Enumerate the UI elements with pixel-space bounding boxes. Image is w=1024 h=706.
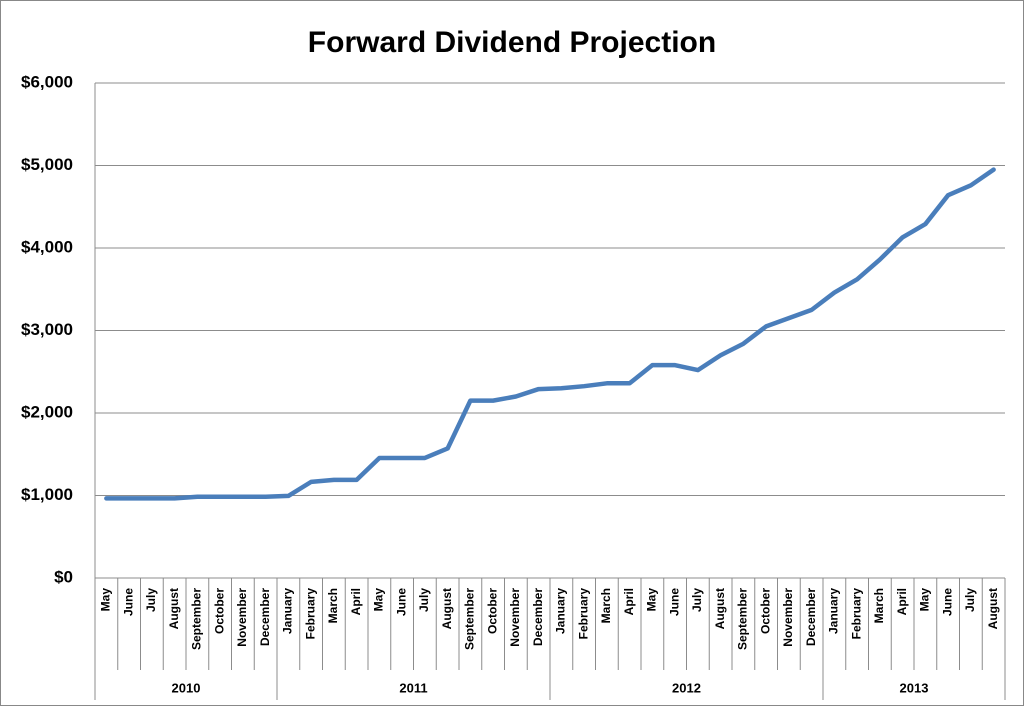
line <box>104 167 996 501</box>
y-tick-label: $6,000 <box>21 72 73 91</box>
x-tick-label: February <box>576 588 590 640</box>
x-tick-label: September <box>190 588 204 650</box>
x-tick-label: May <box>372 588 386 612</box>
x-tick-label: July <box>690 588 704 612</box>
x-tick-label: March <box>872 588 886 623</box>
x-tick-label: November <box>781 588 795 647</box>
x-tick-label: June <box>667 588 681 616</box>
x-tick-label: October <box>758 588 772 634</box>
x-tick-label: September <box>463 588 477 650</box>
x-tick-label: August <box>713 588 727 629</box>
y-tick-label: $0 <box>54 567 73 586</box>
x-tick-label: October <box>485 588 499 634</box>
x-tick-label: January <box>281 588 295 634</box>
x-tick-label: August <box>167 588 181 629</box>
x-tick-label: April <box>349 588 363 615</box>
x-tick-label: March <box>326 588 340 623</box>
x-tick-label: June <box>394 588 408 616</box>
x-tick-label: June <box>940 588 954 616</box>
group-label: 2013 <box>900 680 929 695</box>
x-tick-label: March <box>599 588 613 623</box>
x-tick-label: June <box>121 588 135 616</box>
x-tick-label: September <box>736 588 750 650</box>
x-tick-label: February <box>849 588 863 640</box>
group-label: 2012 <box>672 680 701 695</box>
x-tick-label: January <box>554 588 568 634</box>
group-label: 2010 <box>172 680 201 695</box>
x-tick-label: May <box>99 588 113 612</box>
x-tick-label: February <box>303 588 317 640</box>
x-tick-label: August <box>986 588 1000 629</box>
y-tick-label: $1,000 <box>21 485 73 504</box>
x-tick-label: July <box>417 588 431 612</box>
x-tick-label: April <box>622 588 636 615</box>
x-tick-label: November <box>508 588 522 647</box>
x-tick-label: December <box>804 588 818 646</box>
x-tick-label: August <box>440 588 454 629</box>
x-tick-label: December <box>258 588 272 646</box>
y-tick-label: $3,000 <box>21 320 73 339</box>
x-tick-label: May <box>918 588 932 612</box>
chart-title: Forward Dividend Projection <box>308 26 716 59</box>
x-tick-label: January <box>827 588 841 634</box>
x-tick-label: July <box>963 588 977 612</box>
y-tick-label: $5,000 <box>21 155 73 174</box>
y-tick-label: $2,000 <box>21 402 73 421</box>
x-tick-label: May <box>645 588 659 612</box>
x-tick-label: November <box>235 588 249 647</box>
x-tick-label: July <box>144 588 158 612</box>
y-tick-label: $4,000 <box>21 237 73 256</box>
x-tick-label: April <box>895 588 909 615</box>
x-tick-label: October <box>212 588 226 634</box>
x-tick-label: December <box>531 588 545 646</box>
group-label: 2011 <box>399 680 427 695</box>
